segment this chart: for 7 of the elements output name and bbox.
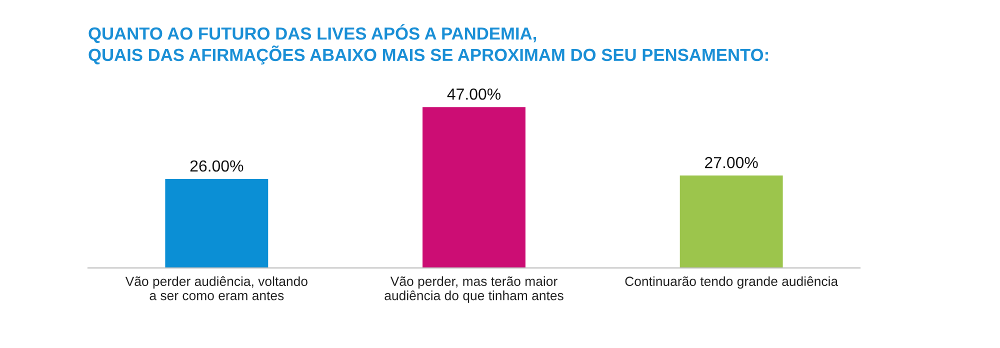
x-tick-label: Vão perder audiência, voltando a ser como eram antes xyxy=(125,276,308,300)
chart-title: QUANTO AO FUTURO DAS LIVES APÓS A PANDEMIA, QUAIS DAS AFIRMAÇÕES ABAIXO MAIS SE APROXIMAM DO SEU PENSAMENTO: xyxy=(88,24,768,65)
data-label: 26.00% xyxy=(190,160,244,172)
data-label: 47.00% xyxy=(447,88,501,100)
data-label: 27.00% xyxy=(705,156,758,168)
x-tick-label: Continuarão tendo grande audiência xyxy=(625,276,838,289)
x-tick-label: Vão perder, mas terão maior audiência do que tinham antes xyxy=(384,276,564,303)
